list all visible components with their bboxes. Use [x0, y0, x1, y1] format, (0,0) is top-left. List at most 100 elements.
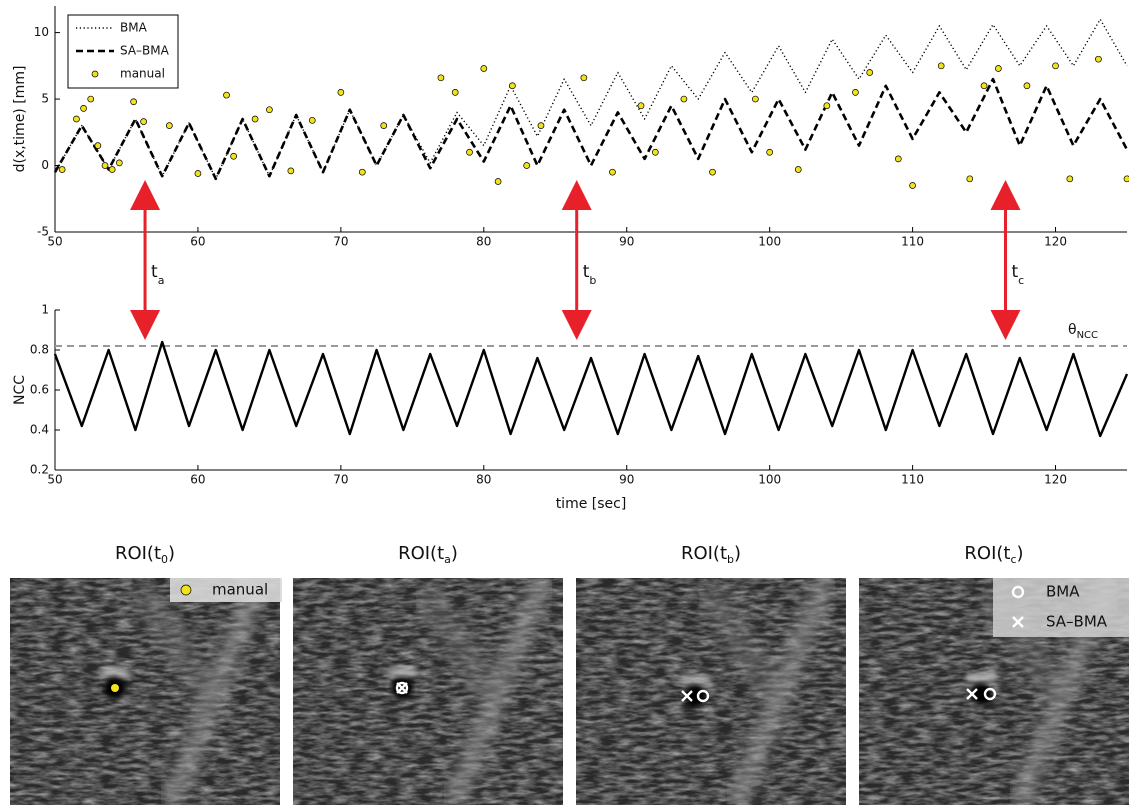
x-tick-label: 100: [758, 473, 781, 487]
annotation-subscript: b: [589, 274, 596, 287]
roi-title-close: ): [734, 543, 741, 564]
x-tick-label: 120: [1044, 235, 1067, 249]
manual-point: [995, 65, 1001, 71]
manual-point: [359, 169, 365, 175]
manual-point: [981, 83, 987, 89]
manual-point: [166, 123, 172, 129]
roi-title: ROI(tc): [964, 543, 1023, 566]
figure: -505105060708090100110120d(x,time) [mm]B…: [0, 0, 1129, 805]
roi-title-close: ): [1017, 543, 1024, 564]
manual-point: [95, 143, 101, 149]
manual-point: [495, 178, 501, 184]
legend-label: SA–BMA: [120, 44, 170, 58]
manual-point: [1124, 176, 1129, 182]
manual-point: [581, 75, 587, 81]
y-tick-label: 5: [41, 92, 49, 106]
x-tick-label: 100: [758, 235, 781, 249]
annotation-label: tc: [1012, 262, 1025, 287]
manual-point: [509, 83, 515, 89]
roi-bright-arc: [386, 666, 418, 678]
roi-title-close: ): [168, 543, 175, 564]
x-tick-label: 80: [476, 235, 491, 249]
manual-point: [381, 123, 387, 129]
manual-point: [538, 123, 544, 129]
x-tick-label: 90: [619, 473, 634, 487]
y-tick-label: 0.8: [30, 343, 49, 357]
roi-legend-label: SA–BMA: [1046, 613, 1108, 631]
x-tick-label: 110: [901, 473, 924, 487]
y-tick-label: 10: [34, 25, 49, 39]
manual-point: [141, 119, 147, 125]
manual-point: [73, 116, 79, 122]
x-tick-label: 60: [190, 473, 205, 487]
manual-point: [938, 63, 944, 69]
roi-title-subscript: 0: [161, 553, 168, 566]
manual-point: [81, 105, 87, 111]
manual-point: [467, 149, 473, 155]
roi-legend-marker: [181, 585, 191, 595]
manual-point: [867, 69, 873, 75]
manual-point: [752, 96, 758, 102]
series-line: [55, 342, 1127, 436]
threshold-symbol: θ: [1068, 322, 1077, 338]
roi-bright-arc: [965, 672, 997, 684]
annotation-label: ta: [151, 262, 164, 287]
manual-point: [59, 167, 65, 173]
roi-title: ROI(tb): [681, 543, 741, 566]
manual-point: [1053, 63, 1059, 69]
y-tick-label: 1: [41, 303, 49, 317]
manual-point: [88, 96, 94, 102]
manual-point: [102, 163, 108, 169]
manual-point: [852, 89, 858, 95]
x-tick-label: 120: [1044, 473, 1067, 487]
manual-point: [131, 99, 137, 105]
manual-point: [967, 176, 973, 182]
roi-bright-arc: [99, 666, 131, 678]
roi-title-text: ROI(t: [115, 543, 161, 564]
manual-point: [116, 160, 122, 166]
manual-point: [109, 167, 115, 173]
manual-point: [252, 116, 258, 122]
y-tick-label: 0.6: [30, 383, 49, 397]
series-line: [55, 19, 1127, 179]
series-line: [55, 79, 1127, 179]
manual-point: [481, 65, 487, 71]
manual-point: [652, 149, 658, 155]
manual-point: [524, 163, 530, 169]
legend-label: manual: [120, 67, 165, 81]
manual-point: [195, 171, 201, 177]
y-axis-label: d(x,time) [mm]: [12, 66, 28, 173]
roi-content: [10, 578, 280, 805]
manual-point: [1024, 83, 1030, 89]
x-tick-label: 70: [333, 235, 348, 249]
manual-point: [910, 182, 916, 188]
roi-title-subscript: a: [444, 553, 451, 566]
manual-point: [795, 167, 801, 173]
manual-point: [266, 107, 272, 113]
y-tick-label: 0.4: [30, 423, 49, 437]
manual-point: [231, 153, 237, 159]
x-tick-label: 80: [476, 473, 491, 487]
manual-point: [895, 156, 901, 162]
x-tick-label: 50: [47, 235, 62, 249]
roi-title-close: ): [451, 543, 458, 564]
page: {"chart_data": [ {"type": "line", "ylabe…: [0, 0, 1129, 809]
threshold-subscript: NCC: [1077, 330, 1098, 341]
roi-image: [10, 578, 280, 805]
manual-point: [338, 89, 344, 95]
x-tick-label: 110: [901, 235, 924, 249]
x-tick-label: 50: [47, 473, 62, 487]
manual-point: [1095, 56, 1101, 62]
annotation-label: tb: [583, 262, 597, 287]
y-tick-label: 0.2: [30, 463, 49, 477]
x-tick-label: 70: [333, 473, 348, 487]
annotation-subscript: a: [158, 274, 165, 287]
manual-point: [609, 169, 615, 175]
manual-point: [1067, 176, 1073, 182]
y-tick-label: 0: [41, 158, 49, 172]
x-tick-label: 90: [619, 235, 634, 249]
manual-point: [638, 103, 644, 109]
manual-point: [824, 103, 830, 109]
roi-image: [576, 578, 846, 805]
roi-manual-marker: [111, 684, 119, 692]
